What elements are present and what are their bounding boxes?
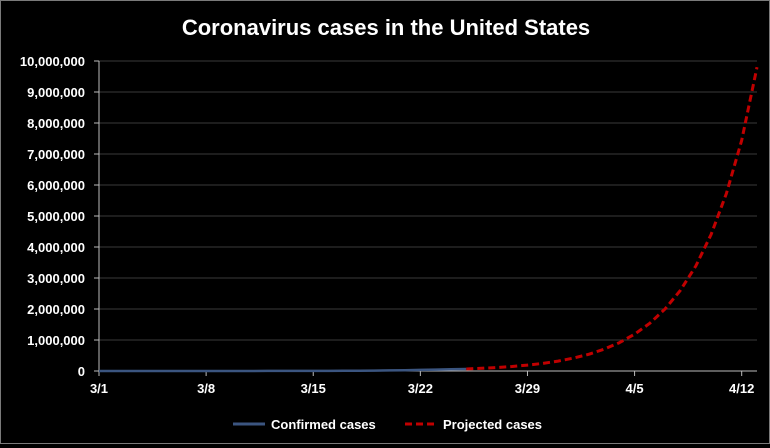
series-lines	[99, 66, 759, 373]
legend-label-projected-cases: Projected cases	[443, 417, 542, 432]
chart-title: Coronavirus cases in the United States	[182, 15, 590, 40]
y-tick-label: 4,000,000	[27, 240, 85, 255]
x-tick-label: 3/22	[408, 381, 433, 396]
y-tick-label: 6,000,000	[27, 178, 85, 193]
y-tick-label: 2,000,000	[27, 302, 85, 317]
y-tick-label: 0	[78, 364, 85, 379]
legend-label-confirmed-cases: Confirmed cases	[271, 417, 376, 432]
gridlines	[99, 60, 757, 341]
y-tick-label: 5,000,000	[27, 209, 85, 224]
series-line-confirmed-cases	[99, 367, 467, 373]
y-tick-label: 7,000,000	[27, 147, 85, 162]
y-axis-tick-labels: 0 1,000,000 2,000,000 3,000,000 4,000,000 5,0…	[20, 54, 85, 379]
x-tick-label: 3/15	[301, 381, 326, 396]
axes	[94, 60, 757, 376]
x-tick-label: 4/12	[729, 381, 754, 396]
x-tick-label: 3/29	[515, 381, 540, 396]
y-tick-label: 10,000,000	[20, 54, 85, 69]
x-tick-label: 4/5	[626, 381, 644, 396]
x-tick-label: 3/8	[197, 381, 215, 396]
y-tick-label: 8,000,000	[27, 116, 85, 131]
y-tick-label: 9,000,000	[27, 85, 85, 100]
legend: Confirmed cases Projected cases	[233, 417, 542, 432]
x-axis-tick-labels: 3/1 3/8 3/15 3/22 3/29 4/5 4/12	[90, 381, 754, 396]
y-tick-label: 1,000,000	[27, 333, 85, 348]
x-tick-label: 3/1	[90, 381, 108, 396]
series-line-projected-cases	[466, 66, 759, 371]
y-tick-label: 3,000,000	[27, 271, 85, 286]
